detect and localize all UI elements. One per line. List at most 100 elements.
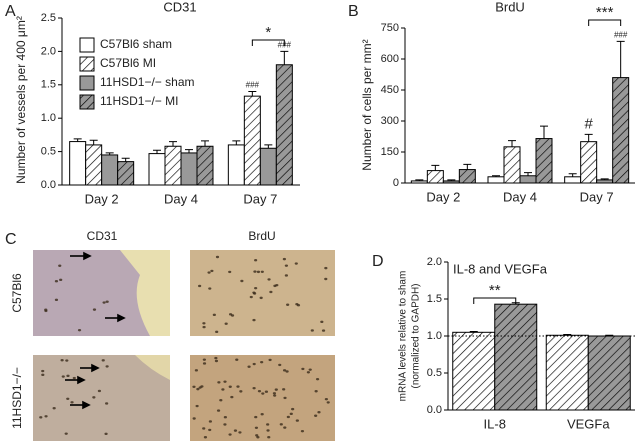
error-bar [463,163,472,170]
nucleus [208,428,212,432]
nucleus [215,255,220,259]
error-bar [431,164,440,171]
micrographs [33,250,335,441]
nucleus [224,322,228,325]
y-tick-label: 0 [393,177,399,189]
y-tick-label: 2.0 [427,256,442,268]
y-tick-label: 750 [381,22,399,34]
error-bar [280,50,289,65]
nucleus [282,388,286,391]
nucleus [223,423,227,426]
nucleus [314,390,318,393]
y-axis-label: Number of vessels per 400 μm² [14,16,28,184]
nucleus [315,377,320,381]
image-ko-brdu [190,355,335,441]
nucleus [60,359,64,362]
nucleus [207,271,211,274]
nucleus [44,308,48,311]
nucleus [202,325,206,329]
bar [503,146,521,184]
y-tick-label: 2.5 [41,12,56,24]
y-axis-label: mRNA levels relative to sham [398,271,409,402]
x-tick-label: IL-8 [484,416,506,431]
nucleus [285,370,289,373]
bar [519,175,537,184]
error-bar [248,90,257,97]
bar [535,138,553,184]
nucleus [254,259,258,262]
legend-swatch [79,37,95,53]
nucleus [235,358,239,361]
nucleus [252,291,256,294]
nucleus [41,369,45,373]
nucleus [273,394,277,397]
y-tick-label: 1.0 [427,330,442,342]
nucleus [283,396,287,400]
nucleus [101,359,105,362]
nucleus [210,269,214,273]
bar [612,77,630,184]
error-bar [89,139,98,145]
nucleus [272,392,277,395]
row-label: C57Bl6 [10,273,24,313]
legend-swatch [79,56,95,72]
nucleus [249,295,253,299]
nucleus [105,402,109,405]
y-tick-label: 1.5 [427,293,442,305]
nucleus [58,264,62,267]
nucleus [256,436,260,439]
nucleus [203,436,208,439]
nucleus [228,385,232,388]
nucleus [267,278,271,281]
nucleus [321,329,326,332]
nucleus [283,426,287,429]
nucleus [284,274,288,277]
nucleus [308,368,312,371]
bar [564,176,582,184]
x-tick-label: Day 7 [580,189,614,204]
nucleus [228,313,233,316]
panel-label: C [5,231,17,248]
nucleus [65,359,69,362]
image-ko-cd31 [33,355,170,441]
significance-bracket [473,297,517,304]
significance-label: ### [246,81,260,90]
nucleus [39,416,43,419]
nucleus [202,427,206,430]
nucleus [274,388,278,391]
nucleus [72,376,76,380]
x-tick-label: Day 7 [243,191,277,206]
nucleus [192,417,196,420]
nucleus [208,420,212,423]
nucleus [52,407,56,410]
column-label: CD31 [87,229,118,243]
significance-label: * [265,24,271,41]
nucleus [208,287,212,290]
legend-label: C57Bl6 sham [100,37,172,51]
error-bar [153,149,161,154]
y-tick-label: 1.5 [41,79,56,91]
nucleus [198,284,202,288]
nucleus [212,313,216,317]
nucleus [252,318,256,322]
nucleus [202,362,207,365]
bar [410,180,428,184]
panel-label: D [372,253,384,270]
nucleus [295,303,299,306]
nucleus [105,300,109,303]
y-tick-label: 0.5 [427,367,442,379]
nucleus [77,328,82,332]
nucleus [324,266,328,270]
bar [545,334,589,411]
nucleus [217,381,221,384]
bar [458,169,476,184]
bar [85,144,103,186]
significance-label: ** [489,282,501,299]
nucleus [223,380,227,383]
error-bar [568,173,577,177]
x-tick-label: VEGFa [567,416,610,431]
y-tick-label: 600 [381,53,399,65]
nucleus [70,401,74,404]
nucleus [289,412,293,416]
